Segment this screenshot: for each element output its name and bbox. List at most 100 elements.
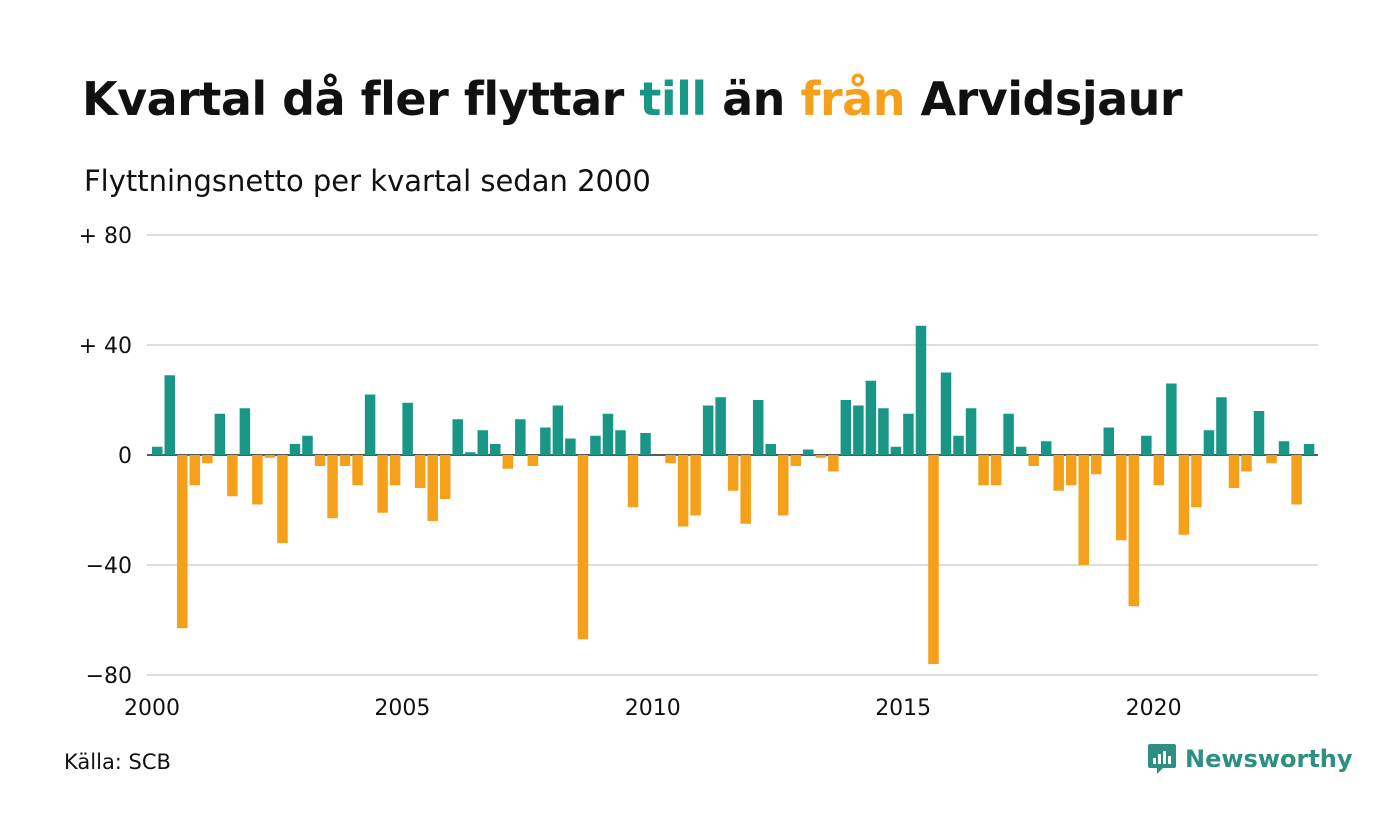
y-tick-label: + 40 <box>79 334 132 359</box>
bar-positive <box>865 380 877 455</box>
bar-negative <box>1228 455 1240 488</box>
bar-positive <box>702 405 714 455</box>
bar-negative <box>414 455 426 488</box>
bar-negative <box>1116 455 1127 541</box>
bar-positive <box>1003 413 1014 455</box>
bar-positive <box>590 435 601 455</box>
bar-negative <box>990 455 1002 486</box>
bar-positive <box>515 419 526 455</box>
bar-positive <box>1166 383 1177 455</box>
bar-positive <box>953 435 964 455</box>
source-note: Källa: SCB <box>64 750 171 774</box>
bar-negative <box>264 455 276 458</box>
bar-negative <box>252 455 263 505</box>
bar-positive <box>452 419 463 455</box>
bar-positive <box>915 325 927 455</box>
chart-title: Kvartal då fler flyttar till än från Arv… <box>82 72 1183 126</box>
bar-positive <box>602 413 614 455</box>
bar-positive <box>465 452 476 455</box>
bar-positive <box>1015 446 1027 455</box>
bar-negative <box>740 455 751 524</box>
bar-negative <box>690 455 701 516</box>
bar-positive <box>615 430 626 455</box>
bar-positive <box>1278 441 1290 455</box>
bar-positive <box>752 400 764 455</box>
bar-positive <box>803 449 814 455</box>
bar-positive <box>1103 427 1115 455</box>
bar-positive <box>152 446 163 455</box>
bar-negative <box>1065 455 1077 486</box>
x-tick-label: 2005 <box>374 696 430 721</box>
bar-negative <box>727 455 739 491</box>
bar-positive <box>853 405 864 455</box>
bar-negative <box>202 455 213 464</box>
bar-positive <box>402 402 413 455</box>
bar-positive <box>903 413 914 455</box>
chart-subtitle: Flyttningsnetto per kvartal sedan 2000 <box>84 164 651 198</box>
bar-negative <box>1266 455 1277 464</box>
bar-positive <box>490 444 501 455</box>
bar-positive <box>164 375 176 455</box>
bar-negative <box>815 455 827 458</box>
y-tick-label: + 80 <box>79 224 132 249</box>
bar-negative <box>527 455 539 466</box>
bar-positive <box>565 438 576 455</box>
bar-positive <box>1141 435 1152 455</box>
bars <box>152 325 1315 664</box>
bar-positive <box>640 433 651 455</box>
title-part-2: än <box>706 72 801 126</box>
bar-negative <box>502 455 514 469</box>
bar-positive <box>289 444 301 455</box>
bar-negative <box>1091 455 1102 475</box>
bar-negative <box>1153 455 1165 486</box>
bar-negative <box>627 455 639 508</box>
bar-negative <box>928 455 939 664</box>
bar-positive <box>552 405 564 455</box>
bar-negative <box>439 455 451 499</box>
bar-negative <box>389 455 401 486</box>
title-part-1: Kvartal då fler flyttar <box>82 72 640 126</box>
bar-positive <box>364 394 376 455</box>
bar-negative <box>677 455 689 527</box>
bar-positive <box>1216 397 1227 455</box>
bar-negative <box>1078 455 1089 565</box>
bar-positive <box>878 408 889 455</box>
bar-negative <box>377 455 388 513</box>
axis-labels: + 80 + 40 0 −40 −80 2000 2005 2010 2015 2020 <box>79 224 1182 721</box>
bar-negative <box>978 455 989 486</box>
bar-positive <box>965 408 977 455</box>
x-tick-label: 2000 <box>124 696 180 721</box>
bar-positive <box>1303 444 1315 455</box>
y-tick-label: −80 <box>86 664 132 689</box>
bar-positive <box>890 446 902 455</box>
bar-negative <box>577 455 589 640</box>
bar-positive <box>1040 441 1052 455</box>
bar-positive <box>765 444 776 455</box>
bar-negative <box>1028 455 1039 466</box>
y-tick-label: 0 <box>118 444 132 469</box>
brand-logo: Newsworthy <box>1147 742 1353 776</box>
bar-negative <box>1241 455 1252 472</box>
bar-negative <box>427 455 438 521</box>
x-tick-label: 2010 <box>625 696 681 721</box>
bar-negative <box>1178 455 1190 535</box>
bar-negative <box>790 455 802 466</box>
bar-negative <box>665 455 676 464</box>
bar-positive <box>477 430 489 455</box>
bar-positive <box>1203 430 1215 455</box>
bar-positive <box>214 413 226 455</box>
bar-chart: + 80 + 40 0 −40 −80 2000 2005 2010 2015 2020 <box>79 224 1318 721</box>
bar-positive <box>1253 411 1265 455</box>
bar-positive <box>302 435 313 455</box>
brand-name: Newsworthy <box>1185 745 1353 773</box>
title-part-3: Arvidsjaur <box>904 72 1183 126</box>
bar-negative <box>1053 455 1064 491</box>
bar-negative <box>177 455 188 629</box>
x-tick-label: 2015 <box>875 696 931 721</box>
bar-negative <box>1128 455 1140 607</box>
bar-positive <box>239 408 251 455</box>
bar-negative <box>1191 455 1202 508</box>
bar-negative <box>327 455 338 519</box>
bar-negative <box>339 455 351 466</box>
bar-positive <box>840 400 852 455</box>
